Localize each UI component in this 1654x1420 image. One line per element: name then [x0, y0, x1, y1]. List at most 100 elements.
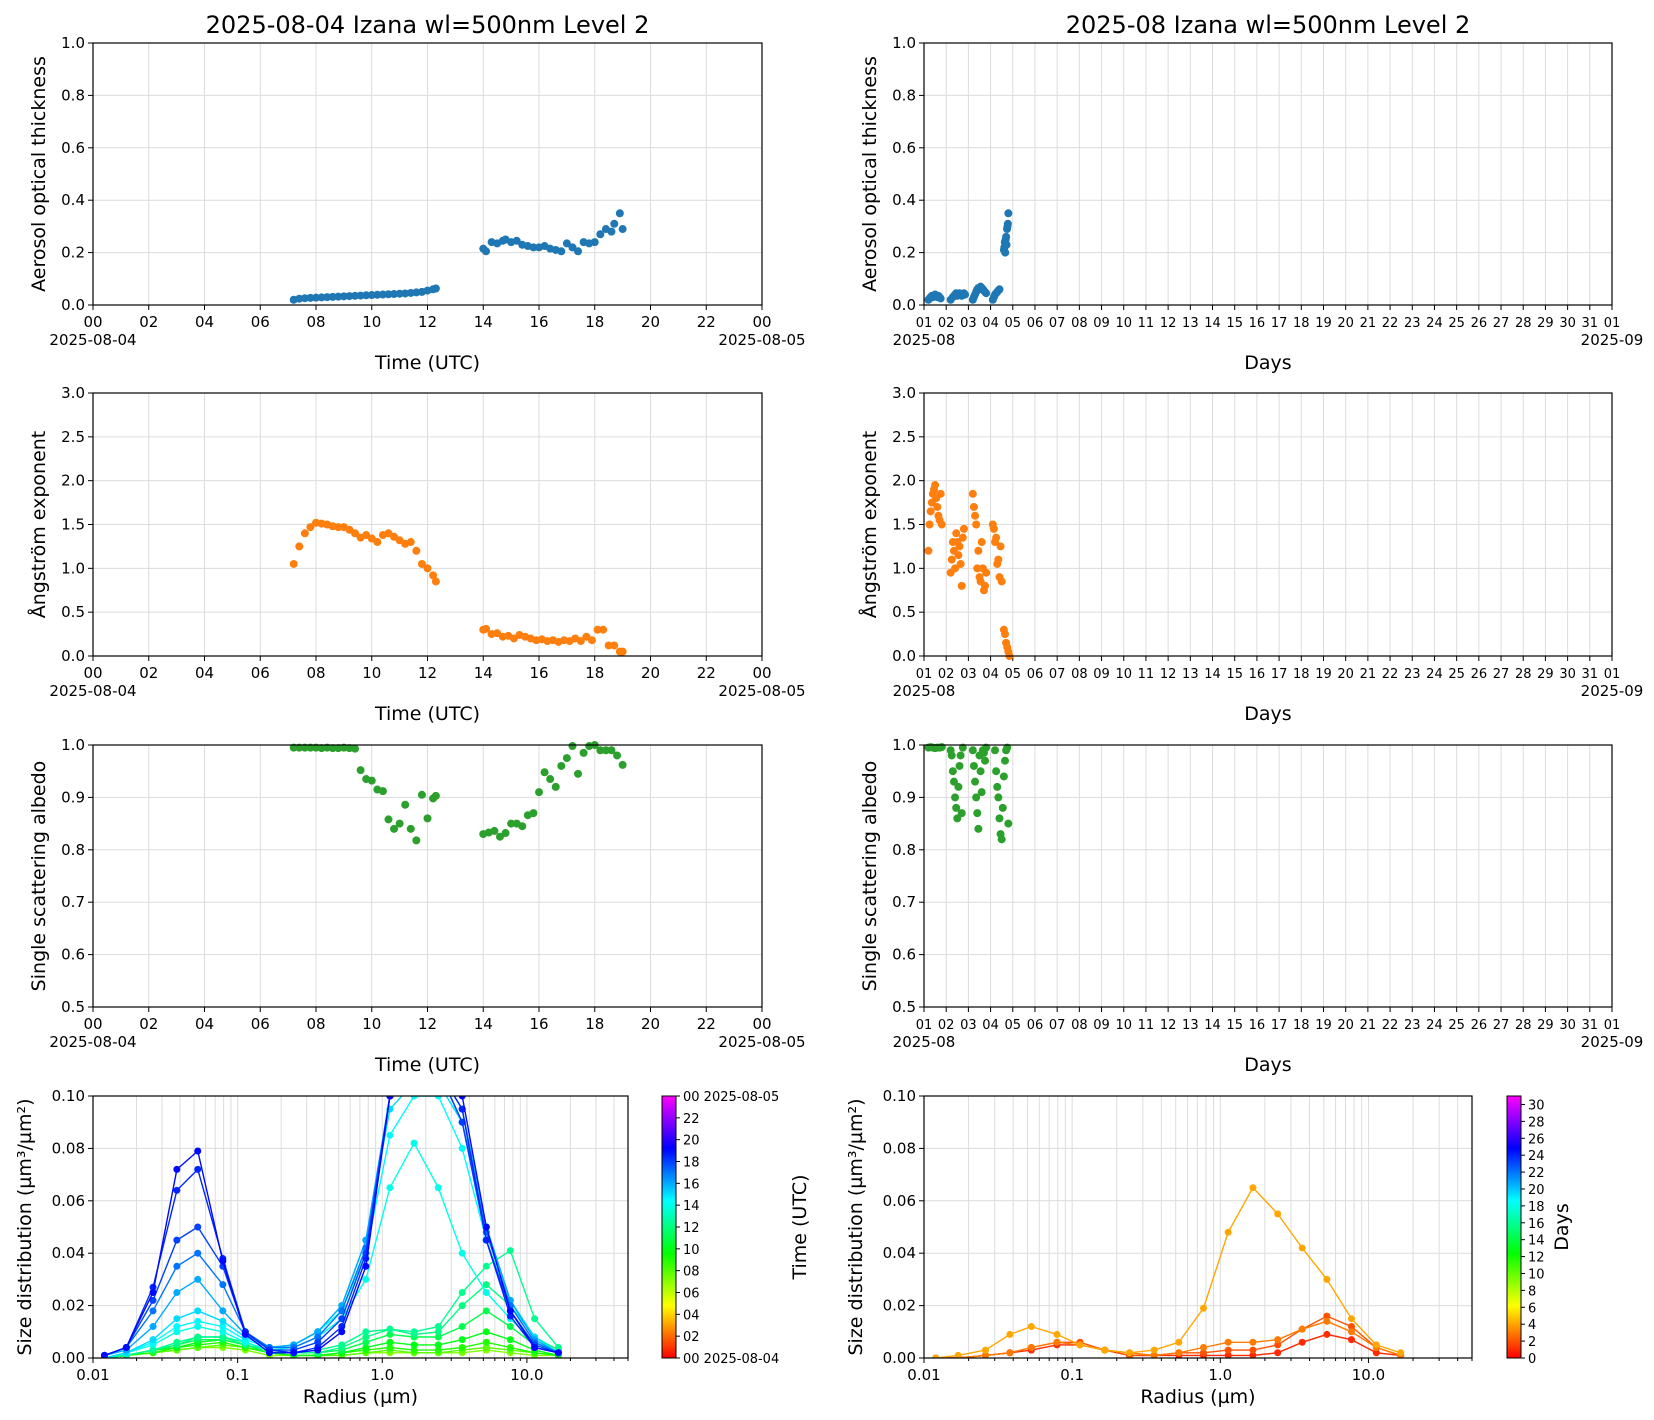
daily-angstrom-frame	[92, 392, 763, 657]
daily-angstrom-point	[431, 577, 440, 586]
monthly-ssa-xtick-label: 17	[1271, 1018, 1288, 1033]
monthly-angstrom-xstart-label: 2025-08	[893, 682, 956, 700]
daily-ssa-ytick-label: 0.5	[61, 998, 85, 1016]
monthly-ssa-point	[997, 835, 1006, 844]
daily-size-distribution-frame	[92, 1095, 629, 1359]
monthly-size-distribution-point	[1076, 1341, 1084, 1349]
daily-size-distribution-point	[482, 1281, 490, 1289]
monthly-aot-ytick-label: 1.0	[892, 34, 916, 52]
monthly-angstrom-ylabel: Ångström exponent	[858, 431, 881, 619]
monthly-angstrom-xtick-label: 19	[1315, 667, 1332, 682]
monthly-size-distribution-point	[1249, 1184, 1257, 1192]
daily-size-distribution-point	[434, 1184, 442, 1192]
daily-size-distribution-point	[506, 1336, 514, 1344]
monthly-angstrom-xtick-label: 26	[1471, 667, 1488, 682]
monthly-angstrom-xtick-label: 25	[1448, 667, 1465, 682]
monthly-size-distribution-point	[1175, 1338, 1183, 1346]
daily-ssa-point	[546, 775, 555, 784]
daily-aot-point	[607, 227, 616, 236]
monthly-ssa-point	[1004, 819, 1013, 828]
monthly-size-distribution-colorbar-tick-label: 14	[1528, 1234, 1545, 1249]
monthly-size-distribution-point	[1298, 1325, 1306, 1333]
monthly-angstrom-panel: 0.0 0.5 1.0 1.5 2.0 2.5 3.0 01 02 03 04 05 06 07 08 09 1…	[858, 384, 1643, 725]
daily-aot-ytick-label: 0.6	[61, 139, 85, 157]
daily-size-distribution-xtick-label: 0.01	[76, 1366, 109, 1384]
monthly-ssa-xtick-label: 02	[938, 1018, 955, 1033]
monthly-angstrom-xtick-label: 29	[1537, 667, 1554, 682]
daily-angstrom-ytick-label: 0.5	[61, 603, 85, 621]
daily-aot-xtick-label: 06	[251, 313, 270, 331]
monthly-aot-xtick-label: 15	[1226, 316, 1243, 331]
monthly-aot-point	[1002, 240, 1011, 249]
monthly-ssa-xtick-label: 22	[1382, 1018, 1399, 1033]
monthly-size-distribution-point	[1175, 1349, 1183, 1357]
daily-size-distribution-point	[194, 1323, 202, 1331]
monthly-ssa-xtick-label: 12	[1160, 1018, 1177, 1033]
daily-aot-xstart-label: 2025-08-04	[49, 331, 136, 349]
daily-ssa-point	[568, 742, 577, 751]
monthly-aot-point	[1004, 209, 1013, 218]
monthly-angstrom-xtick-label: 07	[1049, 667, 1066, 682]
monthly-size-distribution-colorbar-tick-label: 10	[1528, 1267, 1545, 1282]
monthly-aot-point	[982, 289, 991, 298]
daily-angstrom-xtick-label: 20	[641, 664, 660, 682]
monthly-ssa-xtick-label: 04	[982, 1018, 999, 1033]
monthly-ssa-xtick-label: 30	[1559, 1018, 1576, 1033]
daily-size-distribution-colorbar	[661, 1095, 677, 1359]
monthly-aot-xtick-label: 01	[1604, 316, 1621, 331]
monthly-ssa-point	[937, 743, 946, 752]
daily-ssa-point	[607, 746, 616, 755]
daily-size-distribution-point	[482, 1328, 490, 1336]
monthly-angstrom-xtick-label: 24	[1426, 667, 1443, 682]
monthly-ssa-point	[982, 743, 991, 752]
daily-ssa-xend-label: 2025-08-05	[718, 1033, 805, 1051]
daily-size-distribution-point	[149, 1296, 157, 1304]
daily-angstrom-point	[599, 625, 608, 634]
daily-size-distribution-ytick-label: 0.00	[52, 1349, 85, 1367]
daily-ssa-point	[613, 751, 622, 760]
monthly-angstrom-xtick-label: 05	[1005, 667, 1022, 682]
daily-ssa-xtick-label: 08	[306, 1015, 325, 1033]
monthly-aot-point	[961, 290, 970, 299]
daily-angstrom-point	[295, 542, 304, 551]
daily-angstrom-ytick-label: 1.5	[61, 516, 85, 534]
monthly-angstrom-point	[933, 502, 942, 511]
daily-ssa-xtick-label: 06	[251, 1015, 270, 1033]
daily-angstrom-xtick-label: 06	[251, 664, 270, 682]
daily-size-distribution-point	[410, 1139, 418, 1147]
monthly-angstrom-point	[972, 520, 981, 529]
daily-ssa-point	[295, 743, 304, 752]
monthly-size-distribution-point	[1150, 1351, 1158, 1358]
daily-size-distribution-ytick-label: 0.08	[52, 1139, 85, 1157]
monthly-aot-xtick-label: 14	[1204, 316, 1221, 331]
monthly-ssa-xtick-label: 09	[1093, 1018, 1110, 1033]
monthly-angstrom-point	[924, 546, 933, 555]
monthly-angstrom-point	[955, 542, 964, 551]
monthly-size-distribution-colorbar-tick-label: 2	[1528, 1335, 1536, 1350]
monthly-angstrom-point	[958, 533, 967, 542]
daily-aot-ytick-label: 0.2	[61, 244, 85, 262]
monthly-size-distribution-point	[1224, 1228, 1232, 1236]
monthly-aot-xtick-label: 08	[1071, 316, 1088, 331]
monthly-aot-panel: 0.0 0.2 0.4 0.6 0.8 1.0 01 02 03 04 05 06 07 08 09 10 11…	[859, 11, 1643, 374]
monthly-ssa-ytick-label: 0.5	[892, 998, 916, 1016]
monthly-angstrom-ytick-label: 2.5	[892, 428, 916, 446]
daily-aot-point	[590, 238, 599, 247]
daily-aot-title: 2025-08-04 Izana wl=500nm Level 2	[206, 11, 650, 39]
daily-aot-xtick-label: 02	[139, 313, 158, 331]
monthly-ssa-ytick-label: 1.0	[892, 736, 916, 754]
daily-aot-xend-label: 2025-08-05	[718, 331, 805, 349]
daily-size-distribution-xtick-label: 0.1	[226, 1366, 250, 1384]
daily-size-distribution-point	[386, 1325, 394, 1333]
daily-size-distribution-point	[362, 1328, 370, 1336]
daily-size-distribution-colorbar-tick-label: 04	[683, 1308, 700, 1323]
daily-size-distribution-colorbar-tick-label: 12	[683, 1221, 700, 1236]
monthly-aot-xtick-label: 20	[1337, 316, 1354, 331]
daily-size-distribution-point	[362, 1333, 370, 1341]
daily-aot-ytick-label: 1.0	[61, 34, 85, 52]
daily-size-distribution-point	[194, 1333, 202, 1341]
monthly-angstrom-point	[926, 507, 935, 516]
daily-ssa-xtick-label: 14	[474, 1015, 493, 1033]
monthly-aot-xtick-label: 06	[1027, 316, 1044, 331]
monthly-aot-xtick-label: 03	[960, 316, 977, 331]
